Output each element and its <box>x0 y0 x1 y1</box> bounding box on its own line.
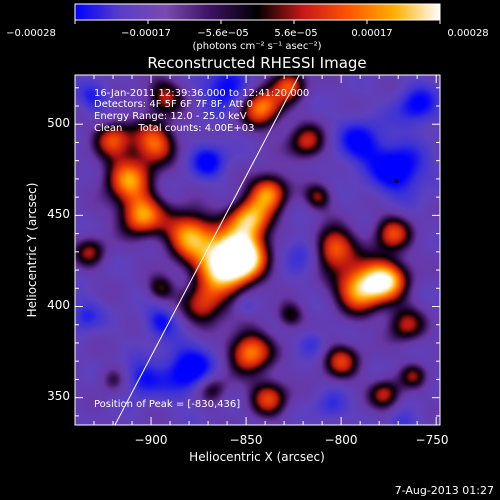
colorbar-tick-label-4: 0.00017 <box>351 28 392 39</box>
colorbar-tick-label-0: −0.00028 <box>6 28 56 39</box>
annotation-peak: Position of Peak = [-830,436] <box>94 399 240 410</box>
axis-ticks <box>74 75 440 425</box>
x-tick-label-0: −900 <box>135 433 168 447</box>
colorbar-tick-label-5: 0.00028 <box>447 28 488 39</box>
colorbar: −0.00028 −0.00017 −5.6e−05 5.6e−05 0.000… <box>6 3 489 52</box>
solar-limb-line <box>114 75 300 425</box>
annotation-time: 16-Jan-2011 12:39:36.000 to 12:41:20.000 <box>94 88 309 99</box>
x-tick-label-1: −850 <box>230 433 263 447</box>
y-tick-label-1: 400 <box>47 298 70 312</box>
annotation-energy: Energy Range: 12.0 - 25.0 keV <box>94 111 247 122</box>
colorbar-tick-label-2: −5.6e−05 <box>197 28 249 39</box>
heatmap-area <box>75 75 440 425</box>
y-tick-label-3: 500 <box>47 116 70 130</box>
plot-frame <box>74 74 441 426</box>
footer-date: 7-Aug-2013 01:27 <box>395 484 494 497</box>
heatmap-image <box>75 75 440 425</box>
x-axis-label: Heliocentric X (arcsec) <box>189 450 325 464</box>
colorbar-unit-label: (photons cm⁻² s⁻¹ asec⁻²) <box>192 41 321 52</box>
peak-marker <box>394 178 399 183</box>
chart-title: Reconstructed RHESSI Image <box>147 54 366 72</box>
x-tick-label-2: −800 <box>325 433 358 447</box>
colorbar-tick-label-1: −0.00017 <box>121 28 171 39</box>
annotation-detectors: Detectors: 4F 5F 6F 7F 8F, Att 0 <box>94 99 253 110</box>
colorbar-gradient <box>75 4 440 20</box>
colorbar-frame <box>74 3 441 21</box>
colorbar-tick-label-3: 5.6e−05 <box>274 28 317 39</box>
annotation-clean: Clean Total counts: 4.00E+03 <box>94 123 254 134</box>
y-axis-label: Heliocentric Y (arcsec) <box>25 183 39 318</box>
x-tick-label-3: −750 <box>416 433 449 447</box>
y-tick-label-2: 450 <box>47 207 70 221</box>
y-tick-label-0: 350 <box>47 389 70 403</box>
